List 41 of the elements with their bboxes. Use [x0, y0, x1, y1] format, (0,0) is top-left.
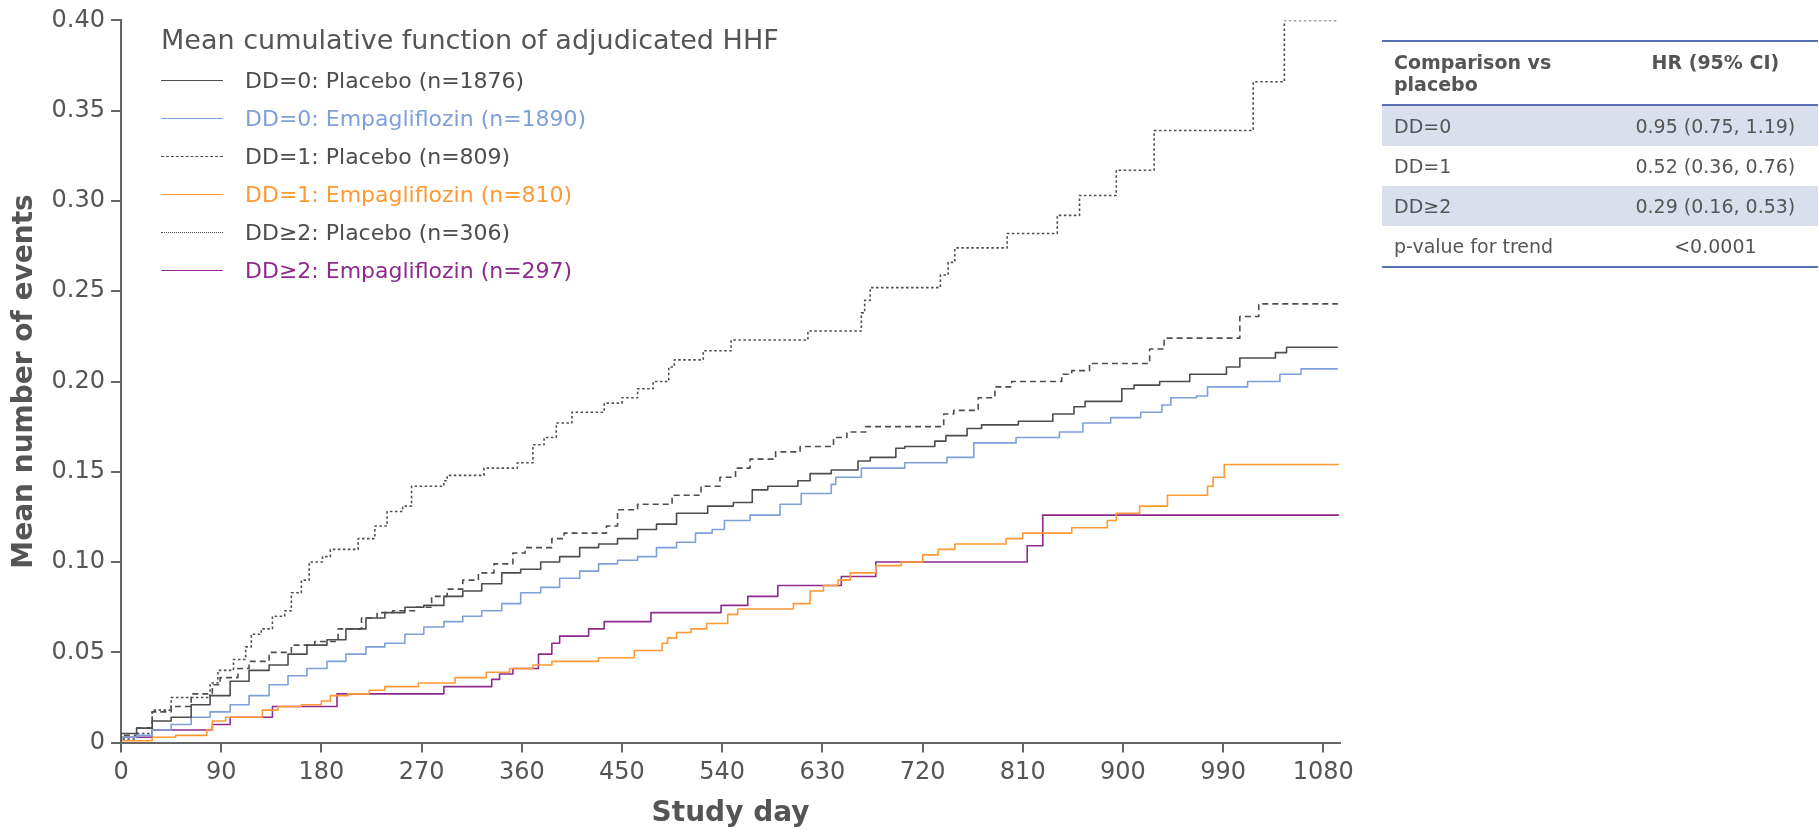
- text: <0.0001: [1608, 226, 1818, 267]
- y-tick-label: 0.35: [51, 94, 106, 123]
- x-tick-label: 810: [999, 757, 1046, 786]
- text: Comparison vs placebo: [1382, 41, 1609, 105]
- x-tick-label: 1080: [1292, 757, 1354, 786]
- legend-label: DD≥2: Placebo (n=306): [245, 219, 511, 245]
- y-tick-label: 0.20: [51, 365, 106, 394]
- y-tick-label: 0.15: [51, 456, 106, 485]
- x-tick-label: 630: [799, 757, 846, 786]
- y-tick-label: 0.40: [51, 4, 106, 33]
- y-tick-label: 0.25: [51, 275, 106, 304]
- text: HR (95% CI): [1608, 41, 1818, 105]
- legend-label: DD=1: Empagliflozin (n=810): [245, 181, 573, 207]
- text: DD≥2: [1382, 186, 1609, 226]
- x-tick-label: 540: [699, 757, 746, 786]
- x-tick-label: 90: [205, 757, 237, 786]
- x-tick-label: 270: [398, 757, 445, 786]
- y-axis-title: Mean number of events: [6, 194, 40, 569]
- x-tick-label: 900: [1100, 757, 1146, 786]
- x-tick-label: 720: [899, 757, 946, 786]
- text: DD=1: [1393, 154, 1453, 179]
- x-tick-label: 0: [113, 757, 129, 786]
- y-tick-label: 0.30: [51, 185, 106, 214]
- text: 0.29 (0.16, 0.53): [1608, 186, 1818, 226]
- y-tick-label: 0: [89, 726, 106, 755]
- x-tick-label: 180: [298, 757, 345, 786]
- x-tick-label: 450: [599, 757, 645, 786]
- legend-label: DD=0: Placebo (n=1876): [245, 67, 525, 93]
- text: 0.52 (0.36, 0.76): [1634, 154, 1797, 179]
- text: 0.95 (0.75, 1.19): [1608, 105, 1818, 146]
- x-tick-label: 360: [498, 757, 545, 786]
- legend-title: Mean cumulative function of adjudicated HHF: [161, 24, 779, 56]
- x-axis-title: Study day: [651, 795, 810, 829]
- text: p-value for trend: [1382, 226, 1609, 267]
- x-tick-label: 990: [1200, 757, 1247, 786]
- legend-label: DD=1: Placebo (n=809): [245, 143, 511, 169]
- text: DD=0: [1382, 105, 1609, 146]
- y-tick-label: 0.10: [51, 546, 106, 575]
- legend-label: DD=0: Empagliflozin (n=1890): [245, 105, 587, 131]
- y-tick-label: 0.05: [51, 636, 106, 665]
- legend-label: DD≥2: Empagliflozin (n=297): [245, 257, 573, 283]
